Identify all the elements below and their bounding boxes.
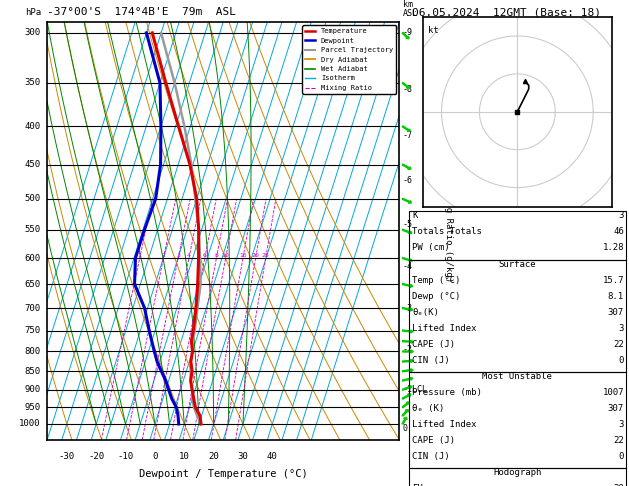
Text: 25: 25 — [262, 253, 270, 258]
Text: -1LCL: -1LCL — [403, 385, 428, 394]
Text: 1000: 1000 — [19, 419, 41, 429]
Text: EH: EH — [412, 484, 423, 486]
Text: θₑ (K): θₑ (K) — [412, 404, 444, 413]
Text: CIN (J): CIN (J) — [412, 356, 450, 365]
Text: 0: 0 — [618, 452, 624, 461]
Text: Totals Totals: Totals Totals — [412, 227, 482, 237]
Text: K: K — [412, 211, 418, 221]
Text: 3: 3 — [618, 420, 624, 429]
Text: Pressure (mb): Pressure (mb) — [412, 388, 482, 397]
Text: Surface: Surface — [499, 260, 536, 269]
Text: Most Unstable: Most Unstable — [482, 372, 552, 381]
Text: kt: kt — [428, 27, 439, 35]
Text: 550: 550 — [25, 226, 41, 234]
Text: 3: 3 — [176, 253, 180, 258]
Text: 8: 8 — [214, 253, 218, 258]
Text: 450: 450 — [25, 160, 41, 169]
Text: -10: -10 — [118, 452, 133, 461]
Text: 6: 6 — [203, 253, 207, 258]
Text: 22: 22 — [613, 436, 624, 445]
Text: 500: 500 — [25, 194, 41, 203]
Text: Hodograph: Hodograph — [493, 468, 542, 477]
Text: -20: -20 — [88, 452, 104, 461]
Text: 307: 307 — [608, 404, 624, 413]
Text: -30: -30 — [58, 452, 75, 461]
Text: 300: 300 — [25, 28, 41, 37]
Text: -6: -6 — [403, 175, 413, 185]
Text: hPa: hPa — [25, 8, 41, 17]
Text: 650: 650 — [25, 279, 41, 289]
Text: 06.05.2024  12GMT (Base: 18): 06.05.2024 12GMT (Base: 18) — [412, 7, 601, 17]
Text: -5: -5 — [403, 220, 413, 229]
Text: CAPE (J): CAPE (J) — [412, 436, 455, 445]
Text: 800: 800 — [25, 347, 41, 356]
Text: -3: -3 — [403, 304, 413, 313]
Text: -9: -9 — [403, 28, 413, 37]
Text: km
ASL: km ASL — [403, 0, 418, 17]
Text: Lifted Index: Lifted Index — [412, 324, 477, 333]
Text: 900: 900 — [25, 385, 41, 394]
Text: -4: -4 — [403, 262, 413, 271]
Text: -7: -7 — [403, 131, 413, 139]
Text: -37°00'S  174°4B'E  79m  ASL: -37°00'S 174°4B'E 79m ASL — [47, 7, 236, 17]
Legend: Temperature, Dewpoint, Parcel Trajectory, Dry Adiabat, Wet Adiabat, Isotherm, Mi: Temperature, Dewpoint, Parcel Trajectory… — [302, 25, 396, 94]
Text: 950: 950 — [25, 403, 41, 412]
Text: PW (cm): PW (cm) — [412, 243, 450, 253]
Text: 0: 0 — [618, 356, 624, 365]
Text: 10: 10 — [179, 452, 190, 461]
Text: 850: 850 — [25, 367, 41, 376]
Text: 3: 3 — [618, 324, 624, 333]
Text: -8: -8 — [403, 85, 413, 94]
Text: θₑ(K): θₑ(K) — [412, 308, 439, 317]
Text: 3: 3 — [618, 211, 624, 221]
Text: 8.1: 8.1 — [608, 292, 624, 301]
Text: 600: 600 — [25, 254, 41, 262]
Text: CAPE (J): CAPE (J) — [412, 340, 455, 349]
Text: 350: 350 — [25, 78, 41, 87]
Text: Lifted Index: Lifted Index — [412, 420, 477, 429]
Text: 1: 1 — [138, 253, 142, 258]
Text: 20: 20 — [252, 253, 260, 258]
Text: Dewpoint / Temperature (°C): Dewpoint / Temperature (°C) — [139, 469, 308, 479]
Text: 307: 307 — [608, 308, 624, 317]
Text: 750: 750 — [25, 326, 41, 335]
Text: 1.28: 1.28 — [603, 243, 624, 253]
Text: 22: 22 — [613, 340, 624, 349]
Text: 10: 10 — [222, 253, 230, 258]
Text: Mixing Ratio (g/kg): Mixing Ratio (g/kg) — [444, 180, 454, 282]
Text: Dewp (°C): Dewp (°C) — [412, 292, 460, 301]
Text: 400: 400 — [25, 122, 41, 131]
Text: -2: -2 — [403, 345, 413, 354]
Text: 4: 4 — [187, 253, 191, 258]
Text: 0: 0 — [403, 424, 408, 433]
Text: 15: 15 — [239, 253, 247, 258]
Text: 46: 46 — [613, 227, 624, 237]
Text: 40: 40 — [267, 452, 278, 461]
Text: 1007: 1007 — [603, 388, 624, 397]
Text: 20: 20 — [613, 484, 624, 486]
Text: CIN (J): CIN (J) — [412, 452, 450, 461]
Text: 700: 700 — [25, 304, 41, 312]
Text: Temp (°C): Temp (°C) — [412, 276, 460, 285]
Text: 0: 0 — [152, 452, 158, 461]
Text: 2: 2 — [162, 253, 165, 258]
Text: 20: 20 — [208, 452, 219, 461]
Text: 30: 30 — [238, 452, 248, 461]
Text: 15.7: 15.7 — [603, 276, 624, 285]
